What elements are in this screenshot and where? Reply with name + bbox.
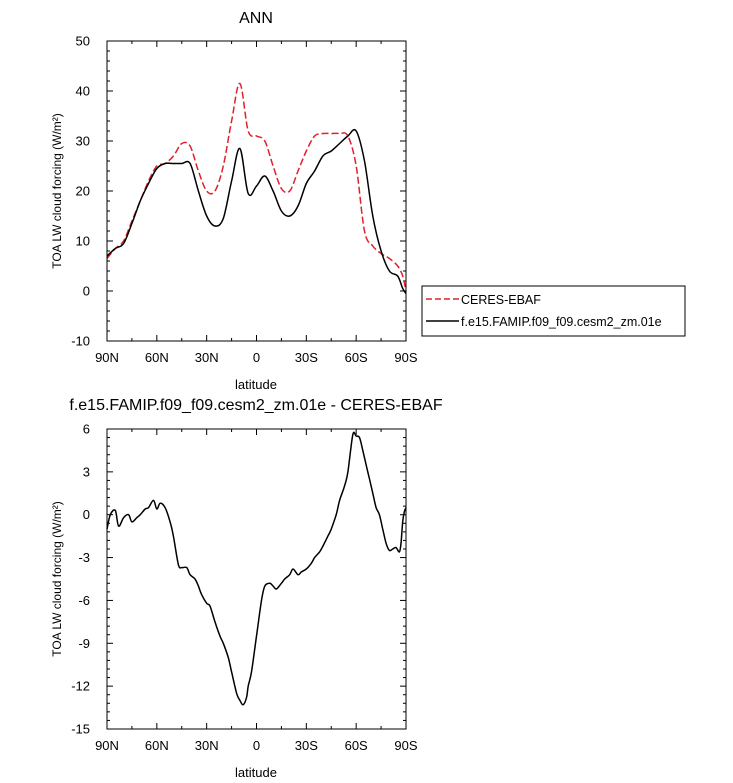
bottom-chart-xlabel: latitude bbox=[235, 765, 277, 780]
bottom-y-tick-label: -3 bbox=[78, 550, 90, 565]
bottom-y-tick-label: -9 bbox=[78, 636, 90, 651]
top-plot-frame bbox=[106, 40, 407, 342]
bottom-y-tick-label: 3 bbox=[83, 464, 90, 479]
top-series-lines bbox=[106, 82, 407, 294]
top-y-tick-label: 30 bbox=[76, 134, 90, 149]
bottom-y-tick-label: -15 bbox=[71, 722, 90, 737]
top-y-tick-label: -10 bbox=[71, 334, 90, 349]
top-y-tick-label: 20 bbox=[76, 184, 90, 199]
legend: CERES-EBAF f.e15.FAMIP.f09_f09.cesm2_zm.… bbox=[421, 285, 686, 337]
bottom-y-tick-label: -6 bbox=[78, 593, 90, 608]
top-x-tick-label: 30N bbox=[195, 350, 219, 365]
bottom-x-tick-label: 30S bbox=[295, 738, 318, 753]
bottom-x-tick-label: 90N bbox=[95, 738, 119, 753]
top-x-tick-label: 90N bbox=[95, 350, 119, 365]
bottom-axis-ticks bbox=[106, 428, 407, 730]
top-series-line-0 bbox=[106, 82, 407, 292]
top-y-tick-labels: -10 0 10 20 30 40 50 bbox=[71, 34, 90, 349]
bottom-plot-frame bbox=[106, 428, 407, 730]
bottom-x-tick-label: 60N bbox=[145, 738, 169, 753]
bottom-y-tick-label: -12 bbox=[71, 679, 90, 694]
top-x-tick-label: 60N bbox=[145, 350, 169, 365]
bottom-x-tick-label: 30N bbox=[195, 738, 219, 753]
top-x-tick-label: 30S bbox=[295, 350, 318, 365]
top-chart-title: ANN bbox=[239, 10, 273, 27]
bottom-x-tick-label: 60S bbox=[345, 738, 368, 753]
bottom-y-tick-labels: -15 -12 -9 -6 -3 0 3 6 bbox=[71, 422, 90, 737]
top-x-tick-label: 0 bbox=[253, 350, 260, 365]
top-y-tick-label: 40 bbox=[76, 84, 90, 99]
top-chart-xlabel: latitude bbox=[235, 377, 277, 392]
bottom-series-line-0 bbox=[106, 431, 407, 706]
bottom-x-tick-label: 90S bbox=[394, 738, 417, 753]
bottom-y-tick-label: 0 bbox=[83, 507, 90, 522]
bottom-panel: f.e15.FAMIP.f09_f09.cesm2_zm.01e - CERES… bbox=[50, 397, 443, 780]
bottom-x-tick-labels: 90N 60N 30N 0 30S 60S 90S bbox=[95, 738, 418, 753]
top-x-tick-label: 90S bbox=[394, 350, 417, 365]
bottom-chart-title: f.e15.FAMIP.f09_f09.cesm2_zm.01e - CERES… bbox=[69, 397, 442, 414]
bottom-y-tick-label: 6 bbox=[83, 422, 90, 437]
bottom-chart-ylabel: TOA LW cloud forcing (W/m²) bbox=[50, 501, 64, 657]
top-panel: ANN TOA LW cloud forcing (W/m²) 90N 60N 30… bbox=[50, 10, 686, 392]
top-chart-ylabel: TOA LW cloud forcing (W/m²) bbox=[50, 113, 64, 269]
top-x-tick-label: 60S bbox=[345, 350, 368, 365]
legend-box bbox=[421, 285, 686, 337]
top-y-tick-label: 10 bbox=[76, 234, 90, 249]
legend-label-ceres: CERES-EBAF bbox=[461, 293, 541, 307]
top-x-tick-labels: 90N 60N 30N 0 30S 60S 90S bbox=[95, 350, 418, 365]
bottom-series-lines bbox=[106, 431, 407, 706]
top-series-line-1 bbox=[106, 128, 407, 294]
bottom-x-tick-label: 0 bbox=[253, 738, 260, 753]
top-axis-ticks bbox=[106, 40, 407, 342]
legend-label-model: f.e15.FAMIP.f09_f09.cesm2_zm.01e bbox=[461, 315, 662, 329]
top-y-tick-label: 50 bbox=[76, 34, 90, 49]
top-y-tick-label: 0 bbox=[83, 284, 90, 299]
